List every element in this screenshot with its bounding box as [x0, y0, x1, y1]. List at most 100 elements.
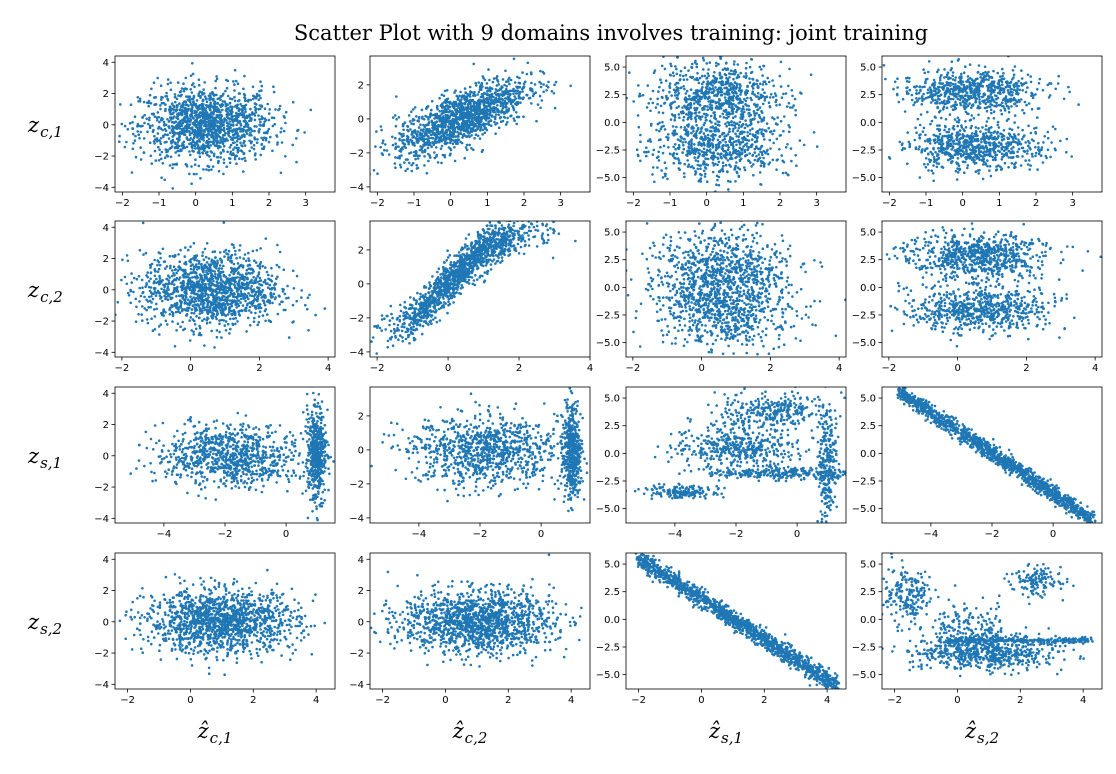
scatter-point: [462, 112, 466, 115]
scatter-point: [748, 65, 752, 69]
scatter-point: [188, 150, 191, 153]
scatter-point: [191, 116, 195, 119]
scatter-point: [193, 123, 196, 127]
scatter-point: [694, 59, 697, 63]
scatter-point: [214, 86, 217, 90]
scatter-point: [763, 96, 767, 100]
scatter-point: [703, 175, 707, 178]
scatter-point: [166, 97, 169, 101]
scatter-point: [446, 107, 450, 110]
scatter-point: [176, 115, 179, 118]
scatter-point: [714, 130, 717, 133]
scatter-point: [663, 172, 667, 176]
scatter-point: [762, 80, 765, 84]
scatter-point: [457, 123, 461, 126]
scatter-point: [1040, 146, 1044, 149]
scatter-point: [696, 167, 700, 171]
scatter-point: [221, 148, 225, 152]
scatter-point: [745, 61, 748, 65]
scatter-point: [703, 135, 707, 138]
scatter-point: [194, 147, 197, 150]
scatter-point: [459, 115, 463, 118]
scatter-point: [747, 139, 751, 142]
scatter-point: [262, 124, 266, 127]
scatter-point: [410, 122, 413, 125]
scatter-point: [706, 72, 710, 75]
scatter-point: [794, 109, 797, 112]
scatter-point: [410, 110, 413, 114]
scatter-point: [649, 97, 652, 101]
scatter-point: [663, 101, 667, 105]
scatter-point: [259, 124, 263, 127]
scatter-point: [462, 128, 466, 131]
scatter-point: [771, 46, 774, 49]
scatter-point: [906, 131, 909, 134]
scatter-point: [762, 149, 766, 153]
scatter-point: [143, 113, 146, 117]
scatter-point: [764, 151, 767, 155]
scatter-point: [963, 152, 966, 156]
scatter-point: [724, 157, 728, 160]
scatter-point: [713, 127, 716, 130]
scatter-point: [474, 108, 478, 112]
scatter-point: [699, 49, 702, 52]
scatter-point: [677, 157, 680, 160]
scatter-point: [922, 92, 925, 96]
scatter-point: [225, 115, 229, 118]
scatter-point: [295, 137, 298, 140]
scatter-point: [229, 143, 233, 147]
scatter-point: [476, 93, 480, 96]
scatter-point: [431, 130, 434, 133]
scatter-point: [207, 119, 211, 122]
scatter-point: [760, 109, 763, 113]
scatter-point: [724, 154, 727, 157]
y-tick-label: −4: [94, 183, 109, 194]
scatter-point: [695, 100, 698, 103]
scatter-point: [216, 120, 220, 123]
scatter-point: [1002, 149, 1006, 153]
scatter-point: [695, 65, 699, 69]
scatter-point: [708, 106, 712, 109]
scatter-point: [1053, 147, 1057, 150]
scatter-point: [190, 182, 193, 185]
scatter-point: [975, 157, 978, 160]
scatter-point: [438, 125, 441, 128]
scatter-point: [736, 129, 739, 132]
scatter-point: [684, 140, 687, 144]
scatter-point: [169, 110, 172, 113]
scatter-point: [147, 101, 151, 105]
scatter-point: [938, 76, 942, 79]
scatter-point: [987, 78, 990, 81]
scatter-point: [205, 100, 209, 104]
scatter-point: [744, 66, 748, 70]
scatter-point: [1016, 126, 1020, 129]
scatter-point: [547, 80, 550, 84]
scatter-point: [147, 104, 150, 108]
scatter-point: [506, 93, 510, 96]
scatter-point: [398, 138, 401, 142]
scatter-point: [209, 144, 213, 147]
scatter-point: [162, 135, 165, 139]
scatter-point: [731, 116, 735, 119]
scatter-point: [233, 133, 236, 136]
scatter-point: [380, 152, 384, 155]
scatter-point: [694, 92, 698, 96]
scatter-point: [203, 122, 207, 126]
scatter-point: [394, 147, 397, 151]
scatter-point: [192, 136, 196, 140]
scatter-point: [516, 89, 520, 93]
scatter-point: [682, 85, 685, 88]
scatter-point: [993, 100, 996, 103]
scatter-point: [721, 80, 725, 84]
scatter-point: [980, 140, 983, 144]
scatter-point: [196, 116, 199, 120]
scatter-point: [651, 101, 655, 105]
scatter-point: [815, 145, 819, 148]
scatter-point: [705, 150, 708, 154]
scatter-point: [207, 168, 211, 172]
scatter-point: [229, 105, 232, 108]
scatter-point: [705, 153, 708, 157]
scatter-point: [964, 126, 968, 129]
scatter-point: [702, 68, 705, 71]
scatter-point: [493, 92, 497, 95]
